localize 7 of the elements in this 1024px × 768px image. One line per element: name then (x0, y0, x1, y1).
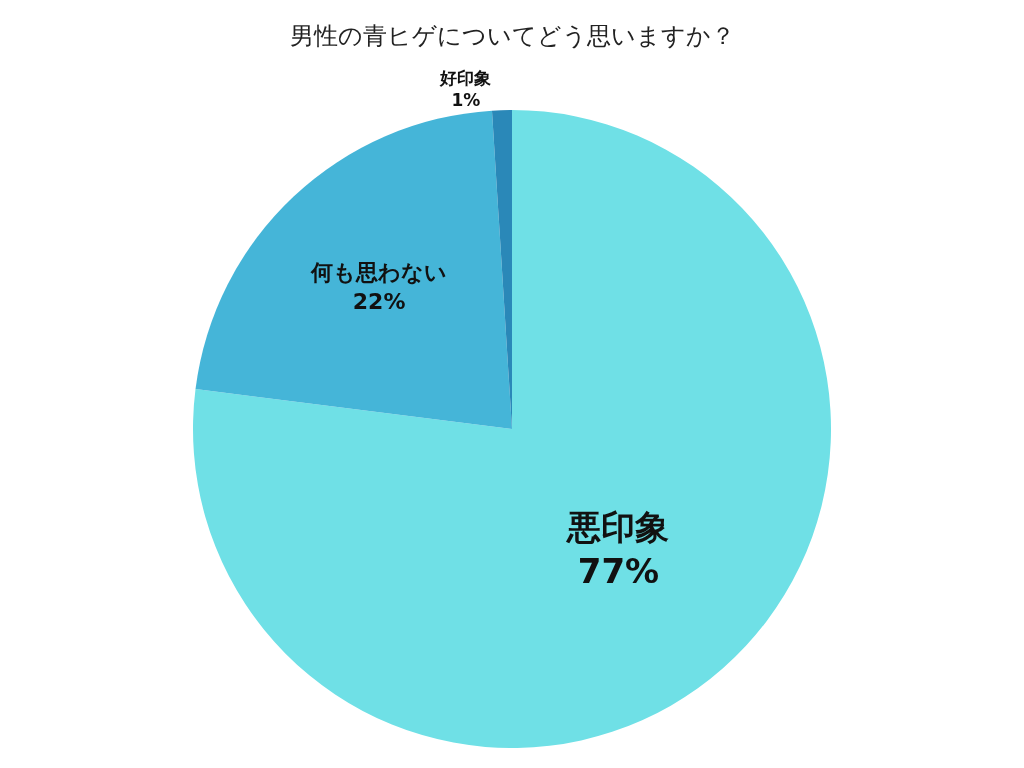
slice-label: 好印象 (439, 68, 492, 89)
data-label: 1% (451, 90, 481, 111)
data-label: 77% (577, 550, 660, 591)
data-label: 22% (352, 288, 406, 314)
slice-label: 悪印象 (565, 506, 670, 547)
slice-label: 何も思わない (310, 260, 448, 286)
chart-title: 男性の青ヒゲについてどう思いますか？ (289, 21, 735, 50)
